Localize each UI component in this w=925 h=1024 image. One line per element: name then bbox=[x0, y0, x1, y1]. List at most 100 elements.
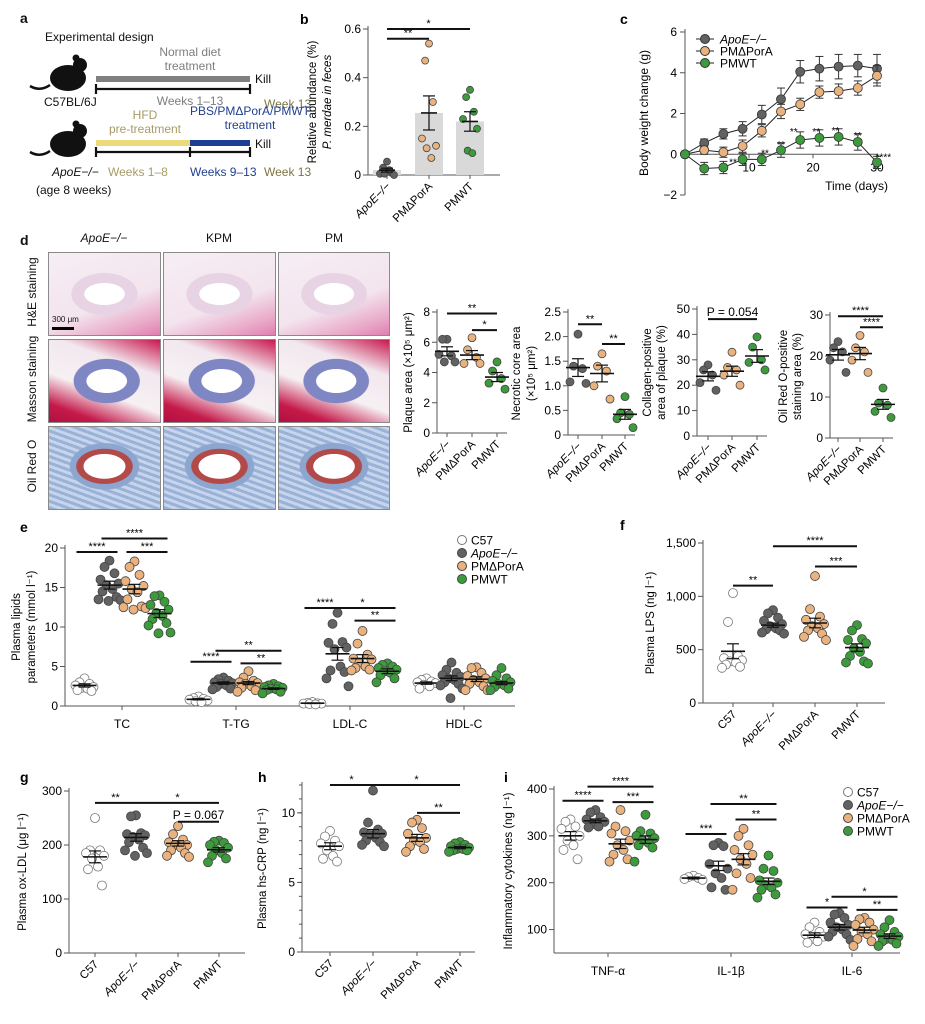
histology-he-pm bbox=[278, 252, 390, 336]
significance-label: *** bbox=[627, 791, 641, 803]
data-point bbox=[492, 357, 502, 367]
y-tick-label: 20 bbox=[45, 541, 59, 555]
x-tick-label: PMWT bbox=[443, 181, 476, 214]
y-axis-label: Plasma lipids bbox=[11, 593, 23, 661]
x-tick-label: ApoE−/− bbox=[352, 180, 393, 221]
y-tick-label: 20 bbox=[677, 378, 691, 392]
data-point bbox=[83, 864, 93, 875]
data-point bbox=[743, 840, 754, 851]
y-tick-label: 0 bbox=[354, 168, 361, 182]
significance-label: **** bbox=[806, 535, 824, 547]
y-tick-label: 200 bbox=[527, 876, 547, 890]
data-point bbox=[162, 850, 172, 861]
significance-label: **** bbox=[863, 316, 881, 328]
data-point bbox=[618, 845, 629, 855]
y-axis-label: Plaque area (×10⁵ μm²) bbox=[403, 312, 415, 433]
data-point bbox=[855, 331, 865, 340]
significance-label: **** bbox=[316, 597, 334, 609]
data-point bbox=[727, 347, 737, 357]
data-point bbox=[390, 171, 398, 179]
x-tick-label: PMΔPorA bbox=[140, 958, 184, 1002]
data-point bbox=[795, 99, 806, 110]
data-point bbox=[763, 608, 773, 619]
x-tick-label: ApoE−/− bbox=[738, 708, 779, 749]
legend-marker-pmdpora bbox=[457, 561, 467, 571]
panel-label-i: i bbox=[504, 769, 508, 785]
data-point bbox=[756, 109, 767, 120]
data-point bbox=[852, 137, 863, 147]
data-point bbox=[708, 840, 719, 851]
data-point bbox=[728, 588, 738, 599]
x-tick-label: C57 bbox=[78, 959, 101, 982]
significance-label: ** bbox=[832, 126, 840, 137]
chart-d2: 0 0.5 1.0 1.5 2.0 2.5 Necrotic core area (×10⁵ … bbox=[511, 305, 638, 485]
histology-he-apoe: 300 μm bbox=[48, 252, 161, 336]
panel-label-b: b bbox=[300, 11, 309, 27]
histology-masson-kpm bbox=[163, 339, 276, 423]
data-point bbox=[310, 699, 321, 710]
y-tick-label: 50 bbox=[677, 302, 691, 316]
data-point bbox=[866, 936, 877, 947]
data-point bbox=[570, 821, 581, 832]
data-point bbox=[872, 70, 882, 81]
significance-label: ** bbox=[761, 148, 769, 159]
y-tick-label: 200 bbox=[42, 838, 62, 852]
data-point bbox=[439, 357, 449, 367]
data-point bbox=[695, 378, 705, 388]
data-point bbox=[833, 86, 844, 96]
data-point bbox=[593, 361, 602, 371]
chart-d3: 0 10 20 30 40 50 Collagen-positive area of plaq… bbox=[642, 302, 770, 486]
data-point bbox=[814, 63, 825, 74]
data-point bbox=[427, 154, 436, 162]
data-point bbox=[419, 844, 429, 854]
x-tick-label: PMΔPorA bbox=[391, 180, 435, 224]
y-tick-label: 30 bbox=[810, 308, 824, 322]
panel-label-g: g bbox=[20, 769, 29, 785]
data-point bbox=[153, 628, 164, 639]
category-label: HDL-C bbox=[446, 717, 483, 731]
data-point bbox=[161, 618, 172, 628]
data-point bbox=[841, 367, 851, 377]
data-point bbox=[841, 657, 851, 668]
significance-label: ** bbox=[812, 127, 820, 138]
y-axis-label: Relative abundance (%) bbox=[307, 40, 319, 163]
strain-label: C57BL/6J bbox=[44, 95, 97, 109]
y-tick-label: 0.6 bbox=[344, 22, 361, 36]
data-point bbox=[723, 617, 733, 627]
week-end-label: Week 13 bbox=[264, 97, 312, 111]
data-point bbox=[565, 377, 575, 387]
x-tick-label: PMWT bbox=[830, 709, 863, 742]
y-axis-label: Body weight change (g) bbox=[637, 50, 651, 176]
data-point bbox=[884, 915, 895, 926]
data-point bbox=[756, 154, 767, 165]
chart-f: f 0 500 1,000 1,500 Plasma LPS (ng l⁻¹) C57 Apo… bbox=[620, 517, 885, 753]
data-point bbox=[604, 856, 615, 867]
data-point bbox=[814, 133, 825, 143]
scale-bar-label: 300 μm bbox=[52, 315, 79, 324]
data-point bbox=[232, 686, 243, 697]
data-point bbox=[829, 909, 840, 920]
data-point bbox=[810, 571, 820, 581]
histology-he-kpm bbox=[163, 252, 276, 336]
significance-label: * bbox=[862, 886, 867, 898]
data-point bbox=[421, 56, 430, 65]
y-tick-label: 0.5 bbox=[544, 403, 561, 417]
data-point bbox=[863, 367, 873, 377]
legend-marker-apoe bbox=[843, 800, 853, 810]
data-point bbox=[446, 657, 457, 668]
data-point bbox=[779, 628, 789, 639]
data-point bbox=[640, 809, 651, 820]
y-axis-label: parameters (mmol l⁻¹) bbox=[26, 570, 38, 683]
x-tick-label: C57 bbox=[716, 709, 739, 732]
y-axis-label: staining area (%) bbox=[792, 333, 804, 420]
significance-label: * bbox=[349, 774, 354, 786]
histology-masson-pm bbox=[278, 339, 390, 423]
x-tick-label: 10 bbox=[742, 160, 756, 174]
data-point bbox=[467, 333, 477, 343]
data-point bbox=[173, 821, 183, 831]
data-point bbox=[124, 562, 135, 572]
data-point bbox=[357, 839, 367, 850]
y-tick-label: 4 bbox=[423, 366, 430, 380]
data-point bbox=[745, 873, 756, 883]
data-point bbox=[735, 661, 745, 672]
